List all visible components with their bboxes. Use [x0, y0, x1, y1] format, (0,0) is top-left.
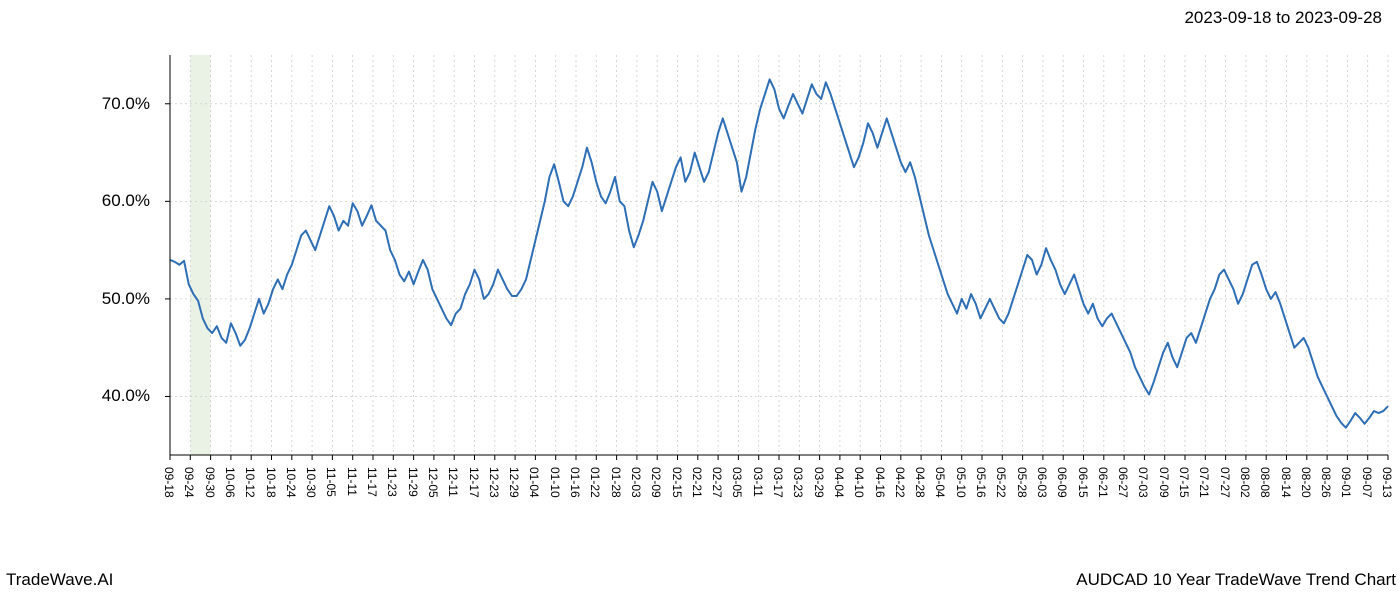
x-tick-label: 09-30 — [203, 467, 217, 498]
x-tick-label: 12-29 — [507, 467, 521, 498]
x-tick-label: 08-26 — [1319, 467, 1333, 498]
x-tick-label: 10-06 — [223, 467, 237, 498]
chart-svg — [0, 55, 1400, 535]
x-tick-label: 05-16 — [974, 467, 988, 498]
y-tick-label: 60.0% — [80, 191, 150, 211]
x-tick-label: 10-12 — [243, 467, 257, 498]
x-tick-label: 01-04 — [527, 467, 541, 498]
x-tick-label: 04-04 — [832, 467, 846, 498]
x-tick-label: 03-11 — [751, 467, 765, 497]
x-tick-label: 04-28 — [913, 467, 927, 498]
x-tick-label: 06-03 — [1035, 467, 1049, 498]
x-tick-label: 09-18 — [162, 467, 176, 498]
x-tick-label: 11-05 — [324, 467, 338, 497]
x-tick-label: 02-15 — [670, 467, 684, 498]
x-tick-label: 02-03 — [629, 467, 643, 498]
x-tick-label: 05-28 — [1015, 467, 1029, 498]
chart-title: AUDCAD 10 Year TradeWave Trend Chart — [1076, 570, 1396, 590]
x-tick-label: 09-07 — [1360, 467, 1374, 498]
x-tick-label: 07-09 — [1157, 467, 1171, 498]
date-range-label: 2023-09-18 to 2023-09-28 — [1184, 8, 1382, 28]
x-tick-label: 03-23 — [791, 467, 805, 498]
x-tick-label: 02-09 — [649, 467, 663, 498]
x-tick-label: 11-29 — [406, 467, 420, 497]
y-tick-label: 40.0% — [80, 386, 150, 406]
x-tick-label: 04-22 — [893, 467, 907, 498]
x-tick-label: 07-15 — [1177, 467, 1191, 498]
x-tick-label: 10-24 — [284, 467, 298, 498]
x-tick-label: 09-13 — [1380, 467, 1394, 498]
x-tick-label: 02-21 — [690, 467, 704, 498]
x-tick-label: 07-03 — [1136, 467, 1150, 498]
x-tick-label: 07-27 — [1218, 467, 1232, 498]
brand-label: TradeWave.AI — [6, 570, 113, 590]
x-tick-label: 05-10 — [954, 467, 968, 498]
x-tick-label: 01-16 — [568, 467, 582, 498]
x-tick-label: 04-16 — [873, 467, 887, 498]
x-tick-label: 08-20 — [1299, 467, 1313, 498]
x-tick-label: 10-30 — [304, 467, 318, 498]
y-tick-label: 70.0% — [80, 94, 150, 114]
highlight-band — [190, 55, 210, 455]
x-tick-label: 03-05 — [730, 467, 744, 498]
x-tick-label: 12-11 — [446, 467, 460, 497]
y-tick-label: 50.0% — [80, 289, 150, 309]
x-tick-label: 04-10 — [852, 467, 866, 498]
x-tick-label: 06-27 — [1116, 467, 1130, 498]
x-tick-label: 05-22 — [994, 467, 1008, 498]
x-tick-label: 12-05 — [426, 467, 440, 498]
x-tick-label: 11-23 — [385, 467, 399, 497]
x-tick-label: 01-10 — [548, 467, 562, 498]
x-tick-label: 08-02 — [1238, 467, 1252, 498]
x-tick-label: 08-14 — [1279, 467, 1293, 498]
x-tick-label: 09-01 — [1339, 467, 1353, 498]
trend-chart: 40.0% 50.0% 60.0% 70.0% 09-18 09-24 09-30 10-0… — [0, 55, 1400, 535]
x-tick-label: 03-17 — [771, 467, 785, 498]
x-tick-label: 06-15 — [1076, 467, 1090, 498]
x-tick-label: 06-09 — [1055, 467, 1069, 498]
x-tick-label: 03-29 — [812, 467, 826, 498]
x-tick-label: 05-04 — [933, 467, 947, 498]
x-tick-label: 02-27 — [710, 467, 724, 498]
x-tick-label: 12-17 — [467, 467, 481, 498]
x-tick-label: 12-23 — [487, 467, 501, 498]
x-tick-label: 08-08 — [1258, 467, 1272, 498]
x-tick-label: 07-21 — [1197, 467, 1211, 498]
x-tick-label: 10-18 — [264, 467, 278, 498]
x-tick-label: 11-11 — [345, 467, 359, 496]
x-tick-label: 09-24 — [182, 467, 196, 498]
x-tick-label: 11-17 — [365, 467, 379, 497]
x-tick-label: 01-22 — [588, 467, 602, 498]
x-tick-label: 01-28 — [609, 467, 623, 498]
x-tick-label: 06-21 — [1096, 467, 1110, 498]
